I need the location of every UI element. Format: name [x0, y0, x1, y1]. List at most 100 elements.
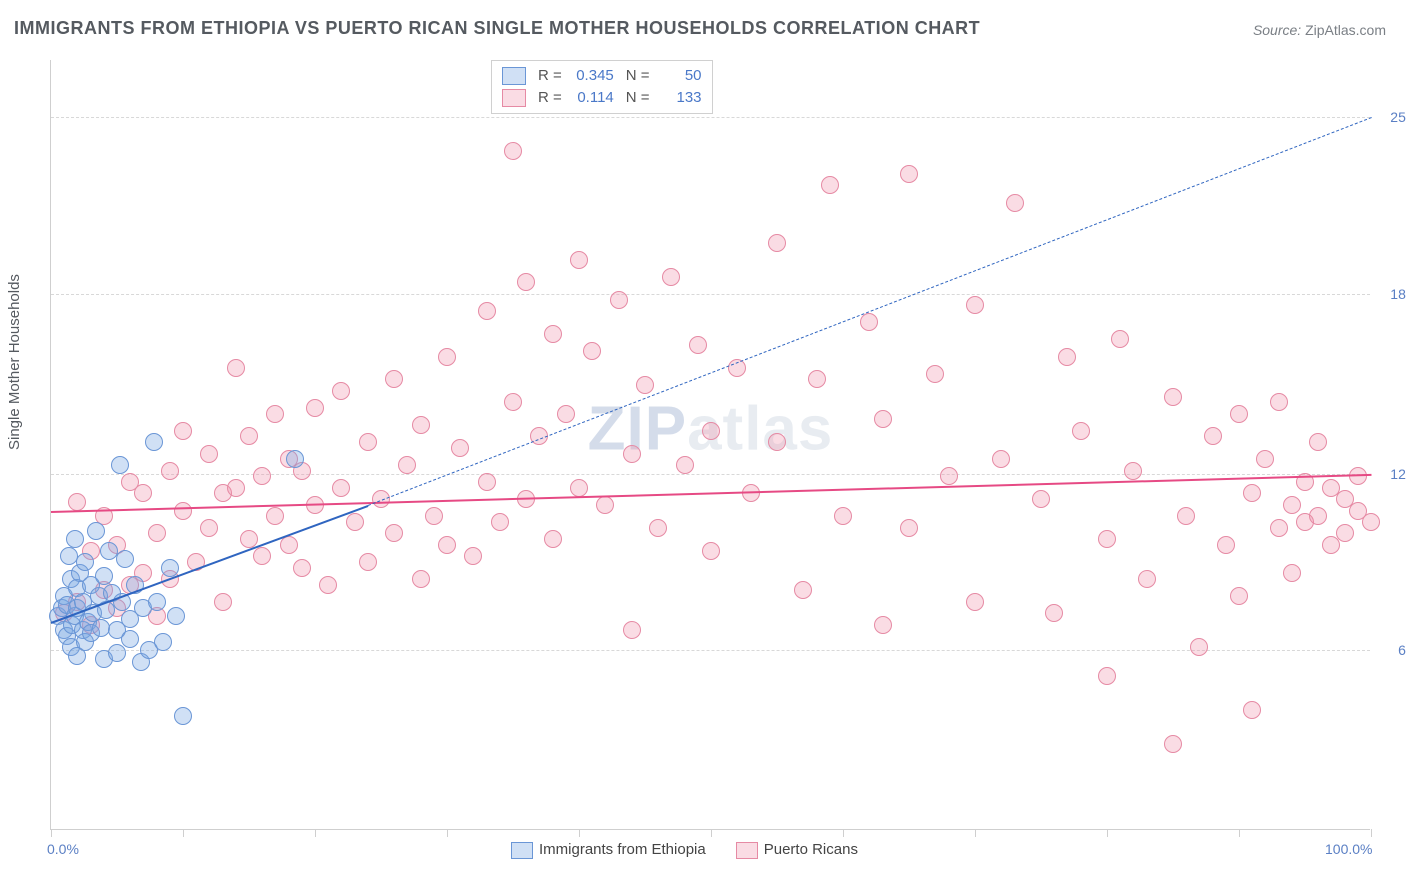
data-point-puerto_rican — [1164, 735, 1182, 753]
data-point-puerto_rican — [1032, 490, 1050, 508]
data-point-puerto_rican — [214, 593, 232, 611]
data-point-puerto_rican — [148, 524, 166, 542]
data-point-puerto_rican — [412, 416, 430, 434]
stat-r-ethiopia: 0.345 — [570, 65, 614, 87]
data-point-puerto_rican — [1243, 701, 1261, 719]
legend-row-puerto-rican: R = 0.114 N = 133 — [502, 87, 702, 109]
data-point-puerto_rican — [702, 542, 720, 560]
data-point-puerto_rican — [253, 547, 271, 565]
y-tick-label: 6.3% — [1375, 642, 1406, 658]
data-point-puerto_rican — [1045, 604, 1063, 622]
data-point-puerto_rican — [1243, 484, 1261, 502]
y-axis-label: Single Mother Households — [6, 274, 23, 450]
correlation-legend: R = 0.345 N = 50 R = 0.114 N = 133 — [491, 60, 713, 114]
data-point-puerto_rican — [1138, 570, 1156, 588]
data-point-puerto_rican — [1006, 194, 1024, 212]
data-point-puerto_rican — [412, 570, 430, 588]
x-tick — [1239, 829, 1240, 837]
data-point-puerto_rican — [794, 581, 812, 599]
data-point-puerto_rican — [649, 519, 667, 537]
data-point-puerto_rican — [940, 467, 958, 485]
data-point-puerto_rican — [227, 479, 245, 497]
stat-n-ethiopia: 50 — [658, 65, 702, 87]
source-label: Source: — [1253, 22, 1301, 38]
data-point-puerto_rican — [227, 359, 245, 377]
data-point-puerto_rican — [332, 479, 350, 497]
legend-item-puerto-rican: Puerto Ricans — [736, 841, 858, 859]
data-point-puerto_rican — [834, 507, 852, 525]
data-point-puerto_rican — [570, 479, 588, 497]
data-point-puerto_rican — [702, 422, 720, 440]
gridline-horizontal — [51, 650, 1370, 651]
data-point-puerto_rican — [636, 376, 654, 394]
data-point-puerto_rican — [966, 296, 984, 314]
data-point-puerto_rican — [200, 445, 218, 463]
data-point-puerto_rican — [860, 313, 878, 331]
data-point-ethiopia — [154, 633, 172, 651]
data-point-puerto_rican — [359, 553, 377, 571]
data-point-puerto_rican — [438, 536, 456, 554]
x-tick-label: 0.0% — [47, 841, 79, 857]
data-point-puerto_rican — [570, 251, 588, 269]
data-point-puerto_rican — [1217, 536, 1235, 554]
data-point-puerto_rican — [200, 519, 218, 537]
x-tick — [183, 829, 184, 837]
data-point-puerto_rican — [623, 445, 641, 463]
x-tick — [975, 829, 976, 837]
data-point-puerto_rican — [1270, 519, 1288, 537]
data-point-puerto_rican — [134, 484, 152, 502]
x-tick-label: 100.0% — [1325, 841, 1372, 857]
gridline-horizontal — [51, 474, 1370, 475]
data-point-puerto_rican — [517, 273, 535, 291]
data-point-puerto_rican — [1270, 393, 1288, 411]
data-point-puerto_rican — [464, 547, 482, 565]
swatch-ethiopia — [511, 842, 533, 859]
data-point-puerto_rican — [557, 405, 575, 423]
data-point-puerto_rican — [689, 336, 707, 354]
data-point-ethiopia — [167, 607, 185, 625]
swatch-ethiopia — [502, 67, 526, 85]
data-point-ethiopia — [116, 550, 134, 568]
x-tick — [51, 829, 52, 837]
x-tick — [843, 829, 844, 837]
data-point-puerto_rican — [1362, 513, 1380, 531]
data-point-ethiopia — [286, 450, 304, 468]
gridline-horizontal — [51, 294, 1370, 295]
data-point-puerto_rican — [966, 593, 984, 611]
data-point-puerto_rican — [821, 176, 839, 194]
data-point-puerto_rican — [478, 302, 496, 320]
data-point-puerto_rican — [174, 422, 192, 440]
y-tick-label: 18.8% — [1375, 286, 1406, 302]
data-point-ethiopia — [108, 644, 126, 662]
stat-label-n: N = — [626, 65, 650, 87]
stat-label-r: R = — [538, 87, 562, 109]
data-point-puerto_rican — [1283, 496, 1301, 514]
data-point-puerto_rican — [623, 621, 641, 639]
data-point-puerto_rican — [874, 616, 892, 634]
data-point-puerto_rican — [438, 348, 456, 366]
data-point-puerto_rican — [398, 456, 416, 474]
x-tick — [1107, 829, 1108, 837]
y-tick-label: 12.5% — [1375, 466, 1406, 482]
data-point-puerto_rican — [68, 493, 86, 511]
data-point-puerto_rican — [332, 382, 350, 400]
legend-label-puerto-rican: Puerto Ricans — [764, 841, 858, 858]
y-tick-label: 25.0% — [1375, 109, 1406, 125]
data-point-puerto_rican — [1256, 450, 1274, 468]
data-point-puerto_rican — [319, 576, 337, 594]
x-tick — [1371, 829, 1372, 837]
legend-item-ethiopia: Immigrants from Ethiopia — [511, 841, 706, 859]
data-point-ethiopia — [121, 630, 139, 648]
legend-row-ethiopia: R = 0.345 N = 50 — [502, 65, 702, 87]
x-tick — [711, 829, 712, 837]
data-point-ethiopia — [161, 559, 179, 577]
swatch-puerto-rican — [502, 89, 526, 107]
data-point-puerto_rican — [161, 462, 179, 480]
stat-label-n: N = — [626, 87, 650, 109]
stat-label-r: R = — [538, 65, 562, 87]
stat-n-puerto-rican: 133 — [658, 87, 702, 109]
data-point-puerto_rican — [1190, 638, 1208, 656]
gridline-horizontal — [51, 117, 1370, 118]
data-point-puerto_rican — [874, 410, 892, 428]
data-point-puerto_rican — [676, 456, 694, 474]
